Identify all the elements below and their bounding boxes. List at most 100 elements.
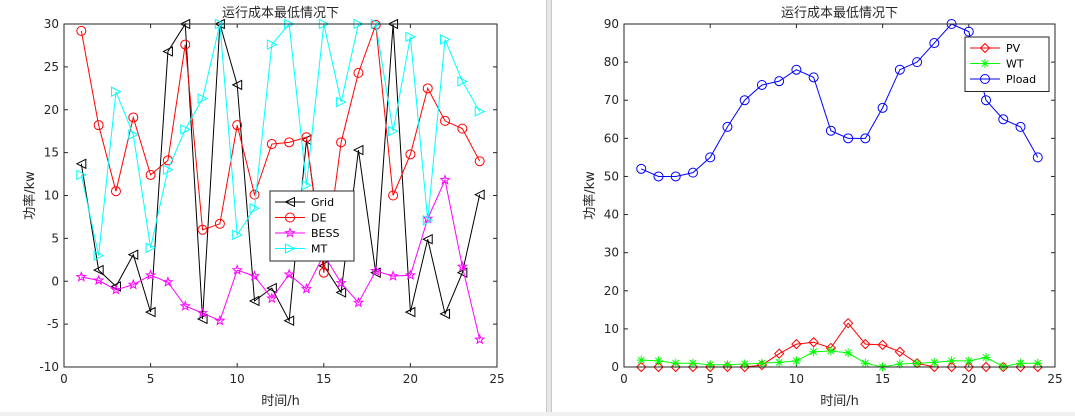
x-tick-label: 10 [789,372,804,386]
wt-point [1016,358,1026,368]
pload-point [670,171,681,182]
de-point [249,189,260,200]
chart-cost-sources: 运行成本最低情况下 0 5 10 15 20 25 -10 -5 0 5 10 15 20 25 30 时间/h… [22,6,505,409]
wt-point [895,359,905,369]
mt-point [266,39,278,50]
wt-point [826,346,836,356]
grid-point [266,282,277,294]
legend-box [269,190,355,262]
y-tick-label: 25 [44,60,59,74]
wt-point [809,347,819,357]
pload-point [998,114,1009,125]
series-de [76,19,485,278]
y-tick-label: -10 [39,360,59,374]
mt-point [197,93,209,104]
grid-point [352,144,364,156]
y-tick-label: 40 [604,208,619,222]
pv-point [722,361,733,373]
grid-point [196,313,208,325]
pload-point [981,95,992,106]
y-tick-label: 70 [604,93,619,107]
pload-point [860,133,871,144]
de-point [301,132,312,143]
legend-label-wt: WT [1006,58,1024,71]
wt-point [722,360,732,370]
bess-point [110,283,122,295]
pload-point [774,76,785,87]
de-point [318,267,329,278]
bess-point [335,277,347,288]
wt-point [688,358,698,368]
y-tick-label: 20 [44,103,59,117]
de-line [80,24,481,273]
x-tick-label: 20 [961,372,976,386]
y-tick-label: 20 [604,284,619,298]
y-tick-label: 30 [44,17,59,31]
de-point [353,67,364,78]
de-point [474,156,485,167]
mt-point [110,86,122,98]
pload-point [739,95,750,106]
pv-point [636,361,647,373]
window-divider[interactable] [546,0,552,412]
y-tick-label: 0 [611,360,619,374]
pv-point [946,361,957,373]
y-tick-label: 80 [604,55,619,69]
legend-marker [284,227,296,238]
de-point [266,139,277,150]
bess-point [144,269,157,281]
mt-point [76,169,87,181]
pv-point [963,361,975,373]
pv-point [877,339,888,351]
grid-point [162,46,173,57]
x-tick-label: 15 [316,372,331,386]
x-tick-label: 5 [147,372,155,386]
y-axis-label: 功率/kw [582,171,598,220]
axes-box [63,23,498,368]
de-point [197,224,208,235]
grid-point [75,158,87,170]
de-point [232,120,243,131]
bess-point [196,307,209,318]
bess-point [352,296,365,308]
legend-marker [285,212,295,223]
legend-label-pload: Pload [1006,73,1036,86]
legend-marker [284,196,295,208]
y-tick-label: 5 [51,231,59,245]
mt-point [405,31,417,43]
wt-point [740,359,750,369]
mt-point [180,124,191,135]
wt-point [757,358,767,368]
wt-point [671,358,681,368]
x-tick-label: 5 [706,372,714,386]
mt-point [162,164,174,176]
pload-point [1015,121,1026,132]
y-tick-label: 15 [44,146,59,160]
x-tick-label: 0 [620,372,628,386]
legend-box [964,36,1050,92]
legend: PV WT Pload [964,36,1050,92]
grid-point [404,306,416,318]
x-tick-label: 0 [60,372,68,386]
y-tick-label: 30 [604,246,619,260]
pv-point [653,361,664,373]
de-point [457,123,468,134]
chart-title: 运行成本最低情况下 [222,6,339,21]
wt-point [791,356,801,366]
y-tick-label: 0 [51,274,59,288]
bess-point [456,260,468,272]
legend-label-grid: Grid [311,196,334,209]
grid-point [335,287,347,298]
pload-point [963,26,974,37]
de-point [440,115,451,126]
pv-point [842,317,854,329]
mt-line [80,22,481,256]
series-bess [75,174,486,345]
de-point [388,190,399,201]
pload-point [929,38,940,49]
bess-line [81,178,481,340]
pv-point [894,346,906,357]
x-tick-label: 15 [875,372,890,386]
pload-point [825,125,836,136]
